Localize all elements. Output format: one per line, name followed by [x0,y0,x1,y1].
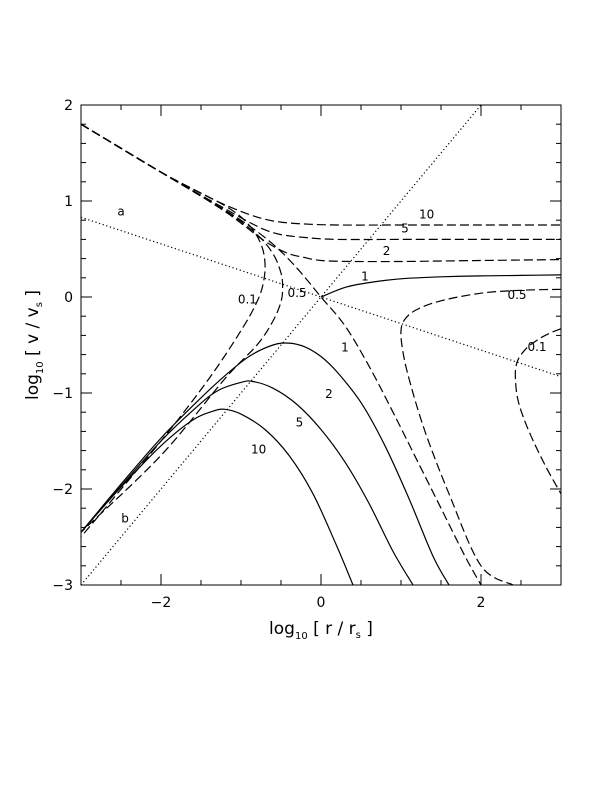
series-line-dashed-10 [81,123,561,226]
reference-lines [81,105,561,585]
series-line-dashed-5 [81,123,561,241]
reference-line-b [81,105,482,585]
reference-line-label: b [121,512,129,526]
series-line-solid-1 [320,274,561,298]
x-axis-title: log10 [ r / rs ] [269,619,373,642]
series-lines [81,123,561,585]
x-tick-label: 2 [477,595,486,611]
x-tick-label: 0 [317,595,326,611]
series-label: 1 [361,270,369,284]
series-label: 2 [383,244,391,258]
series-label: 5 [296,416,304,430]
series-label: 10 [419,207,434,221]
series-line-dashed-0_5 [81,123,284,533]
series-label: 1 [341,341,349,355]
series-label: 2 [325,387,333,401]
y-tick-label: 1 [64,194,73,210]
series-label: 0.1 [238,293,257,307]
y-tick-label: 0 [64,290,73,306]
x-tick-label: −2 [151,595,172,611]
series-label: 10 [251,442,266,456]
series-line-dashed-0_1 [514,328,561,495]
series-line-solid-5 [81,380,414,585]
y-tick-label: 2 [64,98,73,114]
series-line-dashed-0_5 [400,288,561,585]
y-tick-label: −3 [52,578,73,594]
reference-line-label: a [117,204,124,218]
series-label: 0.5 [287,286,306,300]
series-line-dashed-0_1 [81,123,266,538]
series-line-solid-2 [81,342,450,585]
reference-line-a [81,216,561,378]
axis-ticks [80,104,562,586]
series-line-dashed-2 [81,123,561,263]
series-label: 5 [401,222,409,236]
y-tick-label: −1 [52,386,73,402]
y-tick-label: −2 [52,482,73,498]
series-line-dashed-1 [81,123,482,585]
y-axis-title: log10 [ v / vs ] [23,290,46,400]
plot-area [81,105,561,585]
plot-frame [80,104,562,586]
series-line-solid-10 [81,408,354,585]
series-label: 0.1 [527,340,546,354]
series-label: 0.5 [507,288,526,302]
